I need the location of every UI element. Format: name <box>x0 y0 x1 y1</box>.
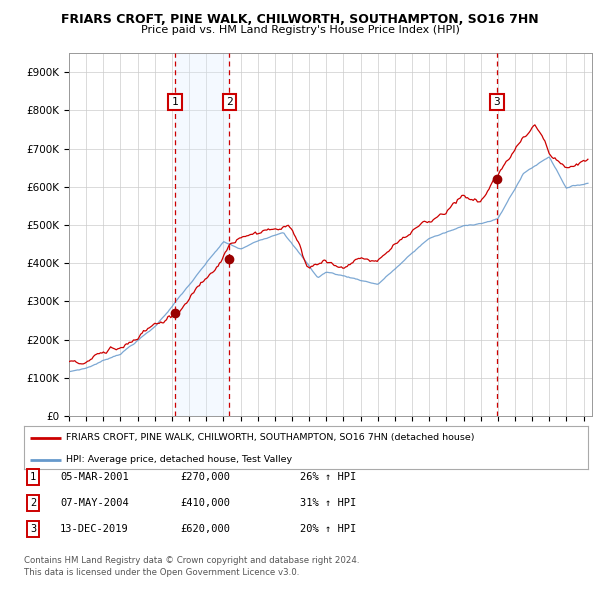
Text: 1: 1 <box>30 472 36 481</box>
Text: £410,000: £410,000 <box>180 498 230 507</box>
Text: FRIARS CROFT, PINE WALK, CHILWORTH, SOUTHAMPTON, SO16 7HN: FRIARS CROFT, PINE WALK, CHILWORTH, SOUT… <box>61 13 539 26</box>
Text: 20% ↑ HPI: 20% ↑ HPI <box>300 524 356 533</box>
Bar <box>175 53 229 416</box>
Text: Contains HM Land Registry data © Crown copyright and database right 2024.
This d: Contains HM Land Registry data © Crown c… <box>24 556 359 576</box>
Text: FRIARS CROFT, PINE WALK, CHILWORTH, SOUTHAMPTON, SO16 7HN (detached house): FRIARS CROFT, PINE WALK, CHILWORTH, SOUT… <box>66 433 475 442</box>
Text: 05-MAR-2001: 05-MAR-2001 <box>60 472 129 481</box>
Text: 31% ↑ HPI: 31% ↑ HPI <box>300 498 356 507</box>
Text: 07-MAY-2004: 07-MAY-2004 <box>60 498 129 507</box>
Text: HPI: Average price, detached house, Test Valley: HPI: Average price, detached house, Test… <box>66 455 292 464</box>
Text: 2: 2 <box>226 97 233 107</box>
Text: 26% ↑ HPI: 26% ↑ HPI <box>300 472 356 481</box>
Text: £270,000: £270,000 <box>180 472 230 481</box>
Text: Price paid vs. HM Land Registry's House Price Index (HPI): Price paid vs. HM Land Registry's House … <box>140 25 460 35</box>
Text: 13-DEC-2019: 13-DEC-2019 <box>60 524 129 533</box>
Text: 2: 2 <box>30 498 36 507</box>
Text: 3: 3 <box>30 524 36 533</box>
Text: 3: 3 <box>494 97 500 107</box>
Text: 1: 1 <box>172 97 178 107</box>
Text: £620,000: £620,000 <box>180 524 230 533</box>
